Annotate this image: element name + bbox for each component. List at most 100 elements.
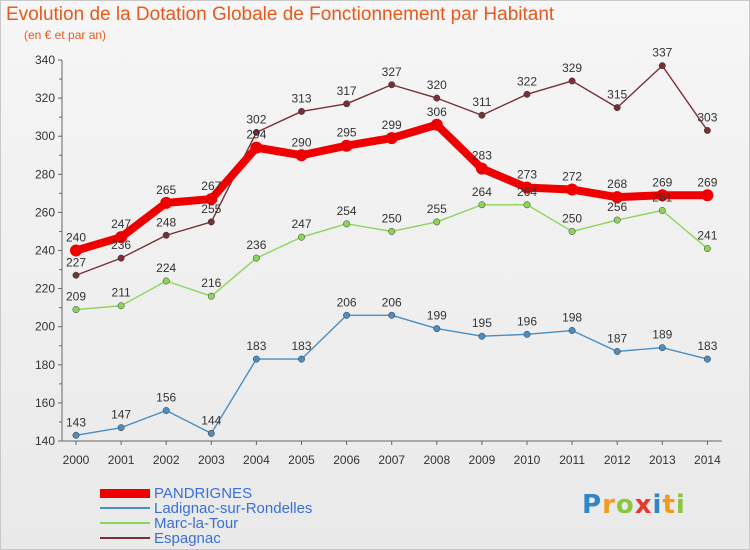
data-label: 183 (246, 339, 266, 353)
logo-letter: t (662, 490, 676, 520)
data-label: 306 (427, 105, 447, 119)
y-tick-label: 260 (35, 205, 55, 219)
x-tick-label: 2012 (604, 453, 631, 467)
data-label: 268 (607, 177, 627, 191)
proxiti-logo: Proxiti (582, 490, 686, 520)
legend-swatch (100, 522, 150, 524)
data-label: 209 (66, 290, 86, 304)
data-label: 199 (427, 309, 447, 323)
data-point (523, 201, 531, 209)
data-label: 247 (111, 217, 131, 231)
data-point (162, 407, 170, 414)
chart-subtitle: (en € et par an) (24, 28, 107, 42)
data-point (656, 189, 669, 202)
data-point (343, 100, 351, 108)
y-tick-label: 340 (35, 53, 55, 67)
data-point (115, 231, 128, 244)
data-point (523, 90, 531, 98)
data-point (207, 292, 215, 300)
legend-label: Ladignac-sur-Rondelles (154, 499, 313, 517)
data-point (478, 201, 486, 209)
data-label: 320 (427, 78, 447, 92)
data-point (568, 228, 576, 235)
legend-item: Espagnac (100, 530, 221, 546)
data-point (117, 254, 125, 262)
data-point (613, 216, 621, 224)
data-label: 273 (517, 168, 537, 182)
data-label: 269 (652, 175, 672, 189)
legend-label: Marc-la-Tour (154, 514, 239, 532)
data-label: 224 (156, 261, 176, 275)
data-point (252, 128, 260, 136)
data-point (478, 111, 486, 119)
data-point (430, 118, 443, 131)
legend-item: Ladignac-sur-Rondelles (100, 500, 312, 516)
x-tick-label: 2008 (423, 453, 450, 467)
data-point (250, 141, 263, 154)
data-point (343, 311, 351, 319)
data-label: 196 (517, 314, 537, 328)
data-point (72, 271, 80, 279)
data-point (72, 306, 80, 314)
y-tick-label: 160 (35, 396, 55, 410)
data-point (207, 218, 215, 226)
legend-swatch (100, 537, 150, 539)
legend-label: PANDRIGNES (154, 484, 253, 502)
x-tick-label: 2007 (378, 453, 405, 467)
data-label: 272 (562, 170, 582, 184)
data-labels: 227 236 248 255 302 313 317 327 320 311 322 329 315 3… (66, 46, 718, 430)
data-label: 294 (246, 128, 266, 142)
data-label: 248 (156, 215, 176, 229)
data-label: 227 (66, 255, 86, 269)
data-label: 211 (112, 286, 131, 300)
data-label: 283 (472, 149, 492, 163)
data-point (433, 94, 441, 102)
data-point (207, 429, 215, 437)
legend-item: PANDRIGNES (100, 485, 252, 501)
data-label: 302 (246, 112, 266, 126)
x-tick-label: 2006 (333, 453, 360, 467)
data-point (523, 330, 531, 338)
data-label: 250 (382, 211, 402, 225)
data-label: 241 (697, 229, 717, 243)
data-point (568, 77, 576, 85)
data-label: 317 (337, 84, 357, 98)
data-point (703, 245, 711, 253)
x-tick-label: 2010 (514, 453, 541, 467)
data-point (160, 196, 173, 209)
data-label: 236 (246, 238, 266, 252)
data-point (658, 207, 666, 214)
y-tick-label: 180 (35, 358, 55, 372)
x-tick-label: 2011 (559, 453, 585, 467)
data-label: 144 (201, 413, 221, 427)
data-point (117, 302, 125, 310)
y-tick-label: 200 (35, 320, 55, 334)
data-point (568, 327, 576, 334)
data-point (701, 189, 714, 202)
data-label: 265 (156, 183, 176, 197)
data-label: 206 (337, 295, 357, 309)
data-point (72, 431, 80, 439)
logo-letter: o (615, 490, 635, 520)
legend-swatch (100, 507, 150, 509)
data-point (117, 424, 125, 432)
data-label: 189 (652, 328, 672, 342)
y-tick-label: 140 (35, 434, 55, 448)
data-point (613, 104, 621, 112)
data-label: 198 (562, 311, 582, 325)
data-point (385, 132, 398, 145)
data-label: 337 (652, 46, 672, 60)
data-label: 254 (337, 204, 357, 218)
chart-title: Evolution de la Dotation Globale de Fonc… (6, 4, 555, 25)
legend-label: Espagnac (154, 529, 221, 547)
data-point (298, 355, 305, 363)
data-point (252, 254, 260, 262)
y-tick-label: 280 (35, 167, 55, 181)
data-point (521, 181, 533, 194)
data-label: 183 (291, 339, 311, 353)
data-label: 143 (66, 415, 86, 429)
data-label: 311 (472, 95, 491, 109)
data-label: 255 (201, 202, 221, 216)
data-label: 322 (517, 74, 537, 88)
